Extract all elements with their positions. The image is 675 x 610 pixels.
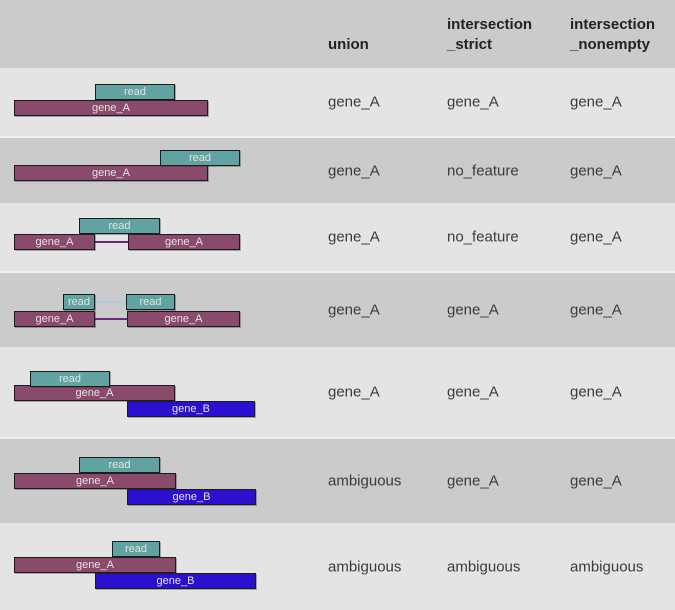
union-value: gene_A — [328, 93, 380, 111]
nonempty-value: ambiguous — [570, 558, 644, 575]
table-row: read gene_A gene_A gene_A gene_A — [0, 68, 675, 136]
table-row: read gene_A gene_A gene_A no_feature gen… — [0, 203, 675, 271]
nonempty-value: gene_A — [570, 301, 622, 319]
nonempty-value: gene_A — [570, 472, 622, 490]
strict-value: ambiguous — [447, 558, 521, 575]
gene-a-box: gene_A — [127, 311, 240, 327]
table-row: read read gene_A gene_A gene_A gene_A ge… — [0, 271, 675, 347]
union-value: gene_A — [328, 383, 380, 401]
strict-value: gene_A — [447, 93, 499, 111]
gene-b-box: gene_B — [95, 573, 256, 589]
gene-a-box: gene_A — [14, 234, 95, 250]
read-box: read — [112, 541, 160, 557]
gene-a-box: gene_A — [128, 234, 240, 250]
union-value: gene_A — [328, 162, 380, 179]
nonempty-value: gene_A — [570, 93, 622, 111]
gene-b-box: gene_B — [127, 401, 255, 417]
read-box: read — [63, 294, 95, 310]
gene-a-box: gene_A — [14, 557, 176, 573]
gene-a-box: gene_A — [14, 473, 176, 489]
union-value: gene_A — [328, 301, 380, 319]
table-row: read gene_A gene_A no_feature gene_A — [0, 136, 675, 203]
strict-value: gene_A — [447, 301, 499, 319]
read-box: read — [79, 218, 160, 234]
table-row: read gene_A gene_B ambiguous gene_A gene… — [0, 437, 675, 523]
intron-line — [95, 318, 127, 320]
column-header-intersection-nonempty: intersection _nonempty — [570, 16, 656, 54]
read-box: read — [79, 457, 160, 473]
nonempty-value: gene_A — [570, 162, 622, 179]
table-row: read gene_A gene_B ambiguous ambiguous a… — [0, 523, 675, 610]
union-value: gene_A — [328, 228, 380, 246]
read-box: read — [30, 371, 110, 387]
gene-a-box: gene_A — [14, 385, 175, 401]
read-box: read — [160, 150, 240, 166]
strict-value: no_feature — [447, 228, 519, 246]
read-box: read — [126, 294, 175, 310]
gene-a-box: gene_A — [14, 165, 208, 181]
gene-b-box: gene_B — [127, 489, 256, 505]
union-value: ambiguous — [328, 558, 402, 575]
read-splice-line — [95, 301, 126, 303]
gene-a-box: gene_A — [14, 100, 208, 116]
strict-value: gene_A — [447, 472, 499, 490]
union-value: ambiguous — [328, 472, 402, 490]
read-box: read — [95, 84, 175, 100]
nonempty-value: gene_A — [570, 228, 622, 246]
nonempty-value: gene_A — [570, 383, 622, 401]
column-header-union: union — [328, 36, 369, 54]
table-header: union intersection _strict intersection … — [0, 0, 675, 68]
column-header-intersection-strict: intersection _strict — [447, 16, 533, 54]
strict-value: gene_A — [447, 383, 499, 401]
table-row: read gene_A gene_B gene_A gene_A gene_A — [0, 347, 675, 437]
intron-line — [95, 241, 128, 243]
strict-value: no_feature — [447, 162, 519, 179]
gene-a-box: gene_A — [14, 311, 95, 327]
